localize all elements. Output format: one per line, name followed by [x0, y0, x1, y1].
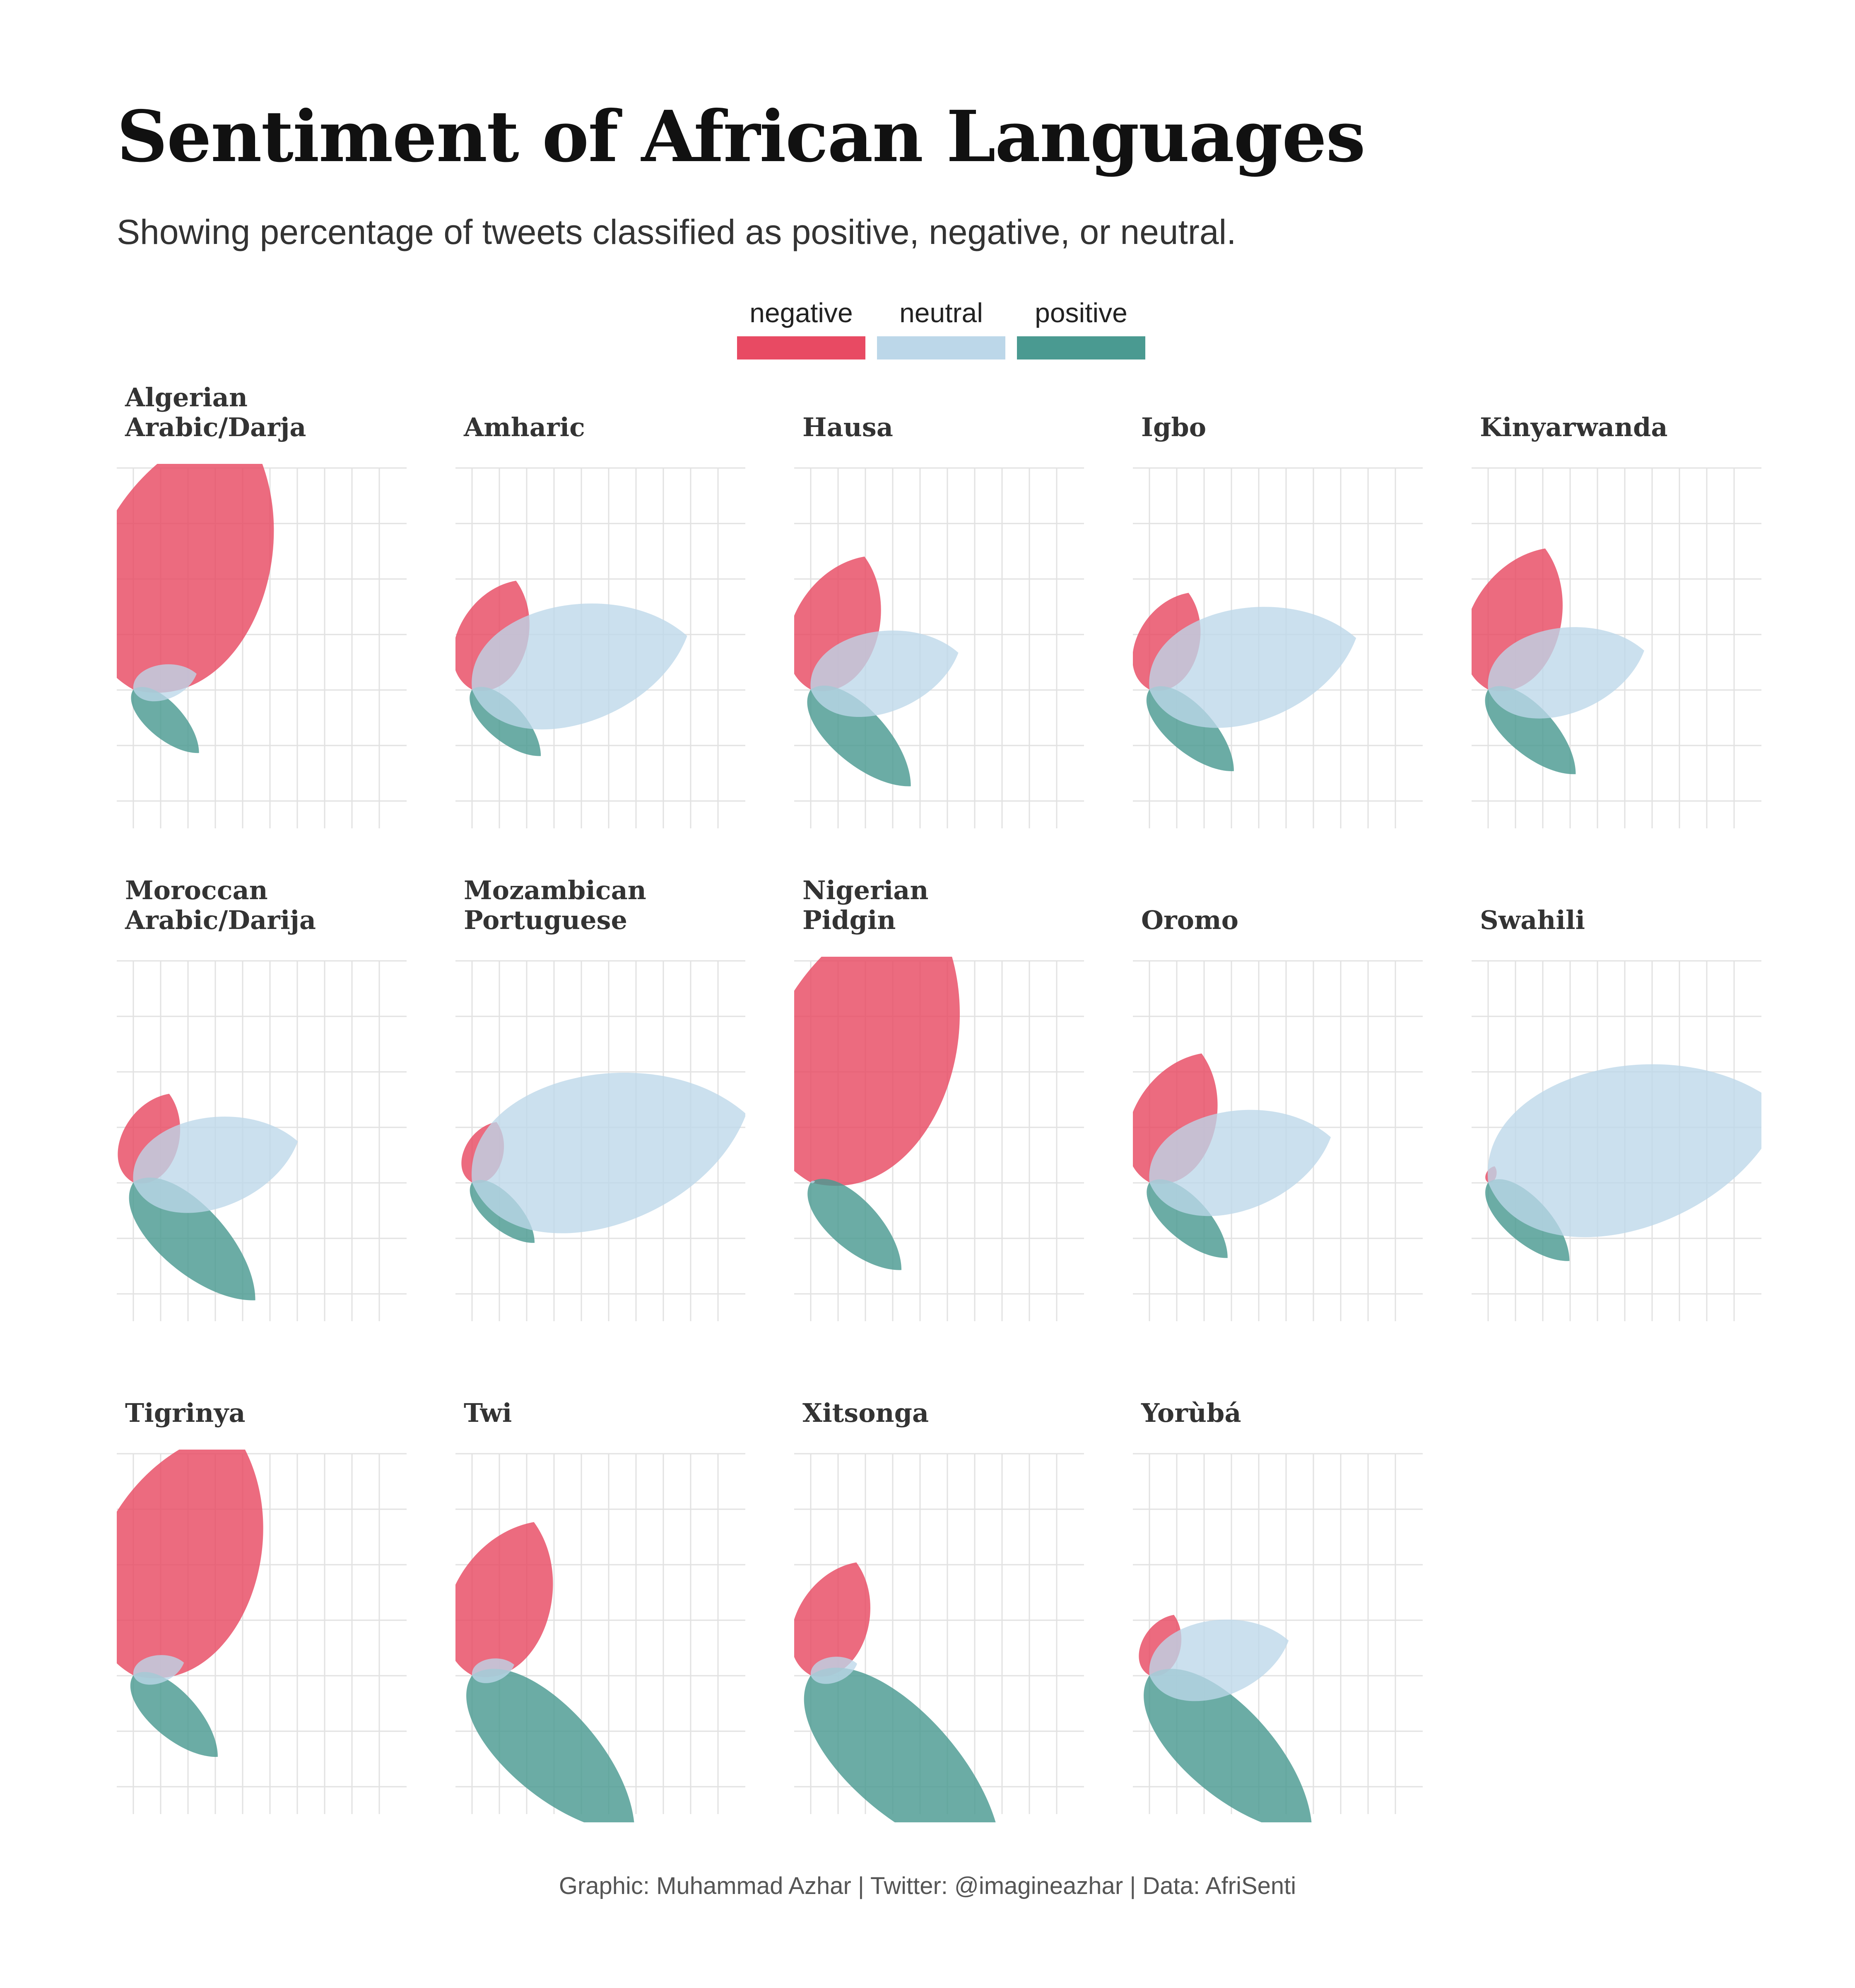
petal-neutral [810, 1180, 815, 1183]
petal-neutral [810, 630, 959, 717]
petal-neutral [133, 1655, 184, 1685]
panel-title: Igbo [1141, 412, 1207, 442]
petal-neutral [1488, 627, 1644, 719]
panel-title: Mozambican Portuguese [464, 875, 646, 935]
petal-neutral [1149, 1619, 1289, 1701]
panel-yor-b: Yorùbá [1133, 1398, 1423, 1822]
petal-neutral [1149, 1110, 1331, 1216]
panel-title: Swahili [1480, 905, 1585, 935]
panel-title: Moroccan Arabic/Darija [125, 875, 316, 935]
chart-subtitle: Showing percentage of tweets classified … [117, 212, 1236, 251]
panel-twi: Twi [455, 1398, 745, 1822]
petal-neutral [472, 603, 687, 730]
legend-item-negative: negative [737, 294, 865, 359]
panel-swahili: Swahili [1472, 905, 1761, 1329]
petal-neutral [1149, 607, 1356, 728]
petal-negative [794, 957, 960, 1186]
footer-credit: Graphic: Muhammad Azhar | Twitter: @imag… [559, 1872, 1296, 1899]
legend-swatch-positive [1017, 336, 1145, 359]
petal-plot [1133, 467, 1423, 828]
petal-positive [130, 1672, 218, 1757]
panel-title: Hausa [802, 412, 893, 442]
petal-negative [117, 1450, 263, 1678]
petal-neutral [133, 664, 197, 702]
panel-hausa: Hausa [794, 413, 1084, 837]
petal-plot [455, 1453, 745, 1822]
legend-item-positive: positive [1017, 294, 1145, 359]
panel-title: Yorùbá [1141, 1398, 1241, 1428]
panel-kinyarwanda: Kinyarwanda [1472, 413, 1761, 837]
panel-amharic: Amharic [455, 413, 745, 837]
panel-title: Xitsonga [802, 1398, 929, 1428]
petal-neutral [133, 1117, 298, 1213]
petal-plot [455, 960, 745, 1321]
petal-plot [1472, 960, 1761, 1321]
panel-igbo: Igbo [1133, 413, 1423, 837]
petal-positive [804, 1667, 996, 1822]
panel-title: Tigrinya [125, 1398, 246, 1428]
petal-positive [1144, 1669, 1312, 1822]
legend-label-positive: positive [1035, 297, 1127, 328]
petal-neutral [810, 1657, 858, 1684]
petal-positive [466, 1669, 634, 1822]
petal-negative [455, 1522, 553, 1677]
panel-algerian-arabic-darja: Algerian Arabic/Darja [117, 383, 407, 837]
panel-grid [1133, 960, 1423, 1321]
legend-label-neutral: neutral [899, 297, 983, 328]
petal-positive [131, 687, 199, 753]
petal-plot [1133, 1453, 1423, 1822]
panel-title: Oromo [1141, 905, 1238, 935]
panel-title: Amharic [464, 412, 585, 442]
petal-plot [455, 467, 745, 828]
legend-swatch-neutral [877, 336, 1005, 359]
legend-swatch-negative [737, 336, 865, 359]
petal-plot [794, 957, 1084, 1321]
panel-title: Algerian Arabic/Darja [125, 382, 306, 442]
legend-item-neutral: neutral [877, 294, 1005, 359]
petal-neutral [1487, 1064, 1761, 1237]
petal-positive [807, 1179, 902, 1270]
panel-moroccan-arabic-darija: Moroccan Arabic/Darija [117, 876, 407, 1329]
legend-label-negative: negative [749, 297, 853, 328]
petal-plot [794, 467, 1084, 828]
petal-neutral [472, 1658, 514, 1683]
petal-plot [1133, 960, 1423, 1321]
petal-negative [117, 464, 274, 693]
panel-oromo: Oromo [1133, 905, 1423, 1329]
panel-title: Twi [464, 1398, 512, 1428]
panel-tigrinya: Tigrinya [117, 1398, 407, 1822]
panel-title: Kinyarwanda [1480, 412, 1668, 442]
panel-mozambican-portuguese: Mozambican Portuguese [455, 876, 745, 1329]
panel-title: Nigerian Pidgin [802, 875, 929, 935]
petal-plot [117, 1450, 407, 1814]
petal-plot [794, 1453, 1084, 1822]
chart-title: Sentiment of African Languages [117, 95, 1366, 178]
petal-neutral [471, 1073, 745, 1233]
petal-negative [794, 1562, 870, 1677]
petal-plot [117, 464, 407, 828]
panel-nigerian-pidgin: Nigerian Pidgin [794, 876, 1084, 1329]
petal-plot [117, 960, 407, 1321]
panel-xitsonga: Xitsonga [794, 1398, 1084, 1822]
petal-plot [1472, 467, 1761, 828]
